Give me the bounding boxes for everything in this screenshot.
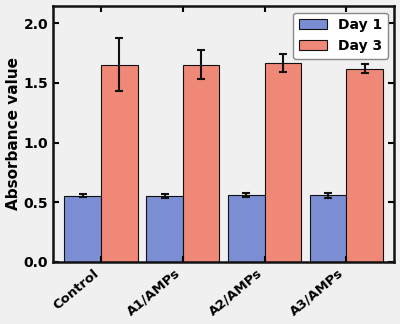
Bar	[264, 63, 301, 262]
Bar	[310, 195, 346, 262]
Y-axis label: Absorbance value: Absorbance value	[6, 57, 20, 210]
Bar	[346, 69, 383, 262]
Bar	[101, 64, 138, 262]
Bar	[183, 64, 219, 262]
Bar	[228, 195, 264, 262]
Bar	[146, 196, 183, 262]
Legend: Day 1, Day 3: Day 1, Day 3	[293, 13, 388, 59]
Bar	[64, 196, 101, 262]
